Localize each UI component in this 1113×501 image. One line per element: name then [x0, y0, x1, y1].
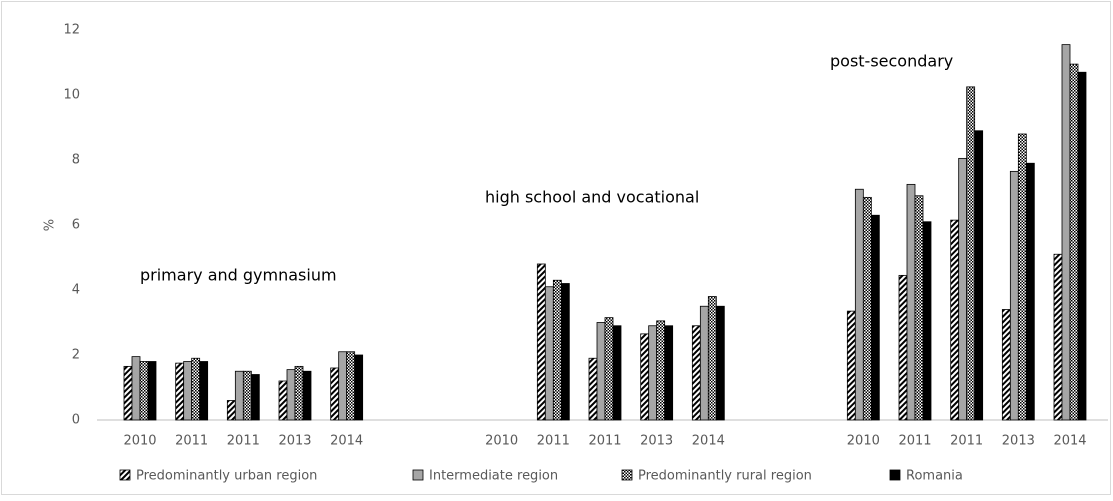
- x-tick-label: 2011: [588, 434, 621, 449]
- bar: [898, 274, 908, 421]
- x-tick-label: 2013: [1002, 434, 1035, 449]
- bar: [862, 196, 872, 421]
- bar: [1069, 63, 1079, 421]
- bar: [906, 183, 916, 421]
- bar: [199, 361, 209, 421]
- bar: [234, 370, 244, 421]
- bar: [278, 380, 288, 421]
- y-tick-label: 12: [63, 23, 80, 38]
- legend-swatch: [412, 469, 424, 481]
- x-tick-label: 2011: [537, 434, 570, 449]
- bar: [354, 354, 364, 421]
- bar: [147, 361, 157, 421]
- legend-label: Romania: [906, 469, 963, 484]
- bar: [175, 362, 185, 421]
- y-tick-label: 10: [63, 88, 80, 103]
- bar: [552, 279, 562, 421]
- legend-swatch: [119, 469, 131, 481]
- x-tick-label: 2013: [278, 434, 311, 449]
- bar: [707, 296, 717, 421]
- x-tick-label: 2013: [640, 434, 673, 449]
- bar: [302, 370, 312, 421]
- bar: [922, 221, 932, 421]
- bar: [974, 130, 984, 421]
- y-tick-label: 2: [72, 348, 80, 363]
- annotation: high school and vocational: [485, 188, 699, 207]
- bar: [656, 320, 666, 421]
- bar: [699, 305, 709, 421]
- legend-swatch: [621, 469, 633, 481]
- bar: [544, 286, 554, 421]
- y-tick-label: 4: [72, 283, 80, 298]
- bar: [338, 351, 348, 421]
- bar: [854, 188, 864, 421]
- bar: [648, 325, 658, 421]
- bar: [191, 357, 201, 421]
- x-tick-label: 2014: [1053, 434, 1086, 449]
- bar: [560, 283, 570, 421]
- y-axis-label: %: [43, 219, 58, 231]
- bar: [183, 361, 193, 421]
- bar: [1061, 44, 1071, 421]
- bar: [612, 325, 622, 421]
- bar: [131, 356, 141, 421]
- legend-swatch: [889, 469, 901, 481]
- bar: [250, 374, 260, 421]
- bar: [286, 369, 296, 421]
- bar: [123, 365, 133, 421]
- bar: [1017, 133, 1027, 421]
- bar: [294, 365, 304, 421]
- bar: [715, 305, 725, 421]
- x-tick-label: 2011: [227, 434, 260, 449]
- bar: [1001, 309, 1011, 421]
- legend-label: Predominantly rural region: [638, 469, 812, 484]
- x-tick-label: 2014: [330, 434, 363, 449]
- annotation: primary and gymnasium: [140, 266, 337, 285]
- x-tick-label: 2011: [175, 434, 208, 449]
- x-tick-label: 2011: [950, 434, 983, 449]
- bar: [914, 195, 924, 421]
- bar: [870, 214, 880, 421]
- bar: [1025, 162, 1035, 421]
- bar: [226, 400, 236, 421]
- y-tick-label: 8: [72, 153, 80, 168]
- bar: [330, 367, 340, 421]
- bar: [846, 310, 856, 421]
- x-tick-label: 2014: [692, 434, 725, 449]
- x-tick-label: 2011: [898, 434, 931, 449]
- bar: [1009, 170, 1019, 421]
- x-tick-label: 2010: [123, 434, 156, 449]
- bar: [950, 219, 960, 421]
- legend-label: Predominantly urban region: [136, 469, 317, 484]
- x-tick-label: 2010: [485, 434, 518, 449]
- bar: [640, 333, 650, 421]
- bar: [242, 370, 252, 421]
- bar: [691, 325, 701, 421]
- bar: [604, 317, 614, 421]
- bar: [958, 157, 968, 421]
- annotation: post-secondary: [830, 52, 953, 71]
- bar: [346, 351, 356, 421]
- bar: [588, 357, 598, 421]
- y-tick-label: 0: [72, 413, 80, 428]
- bar: [1053, 253, 1063, 421]
- bar: [1077, 71, 1087, 421]
- legend-label: Intermediate region: [429, 469, 558, 484]
- bar: [139, 361, 149, 421]
- x-tick-label: 2010: [847, 434, 880, 449]
- y-tick-label: 6: [72, 218, 80, 233]
- bar: [664, 325, 674, 421]
- bar: [596, 322, 606, 421]
- bar: [536, 263, 546, 421]
- bar: [966, 86, 976, 421]
